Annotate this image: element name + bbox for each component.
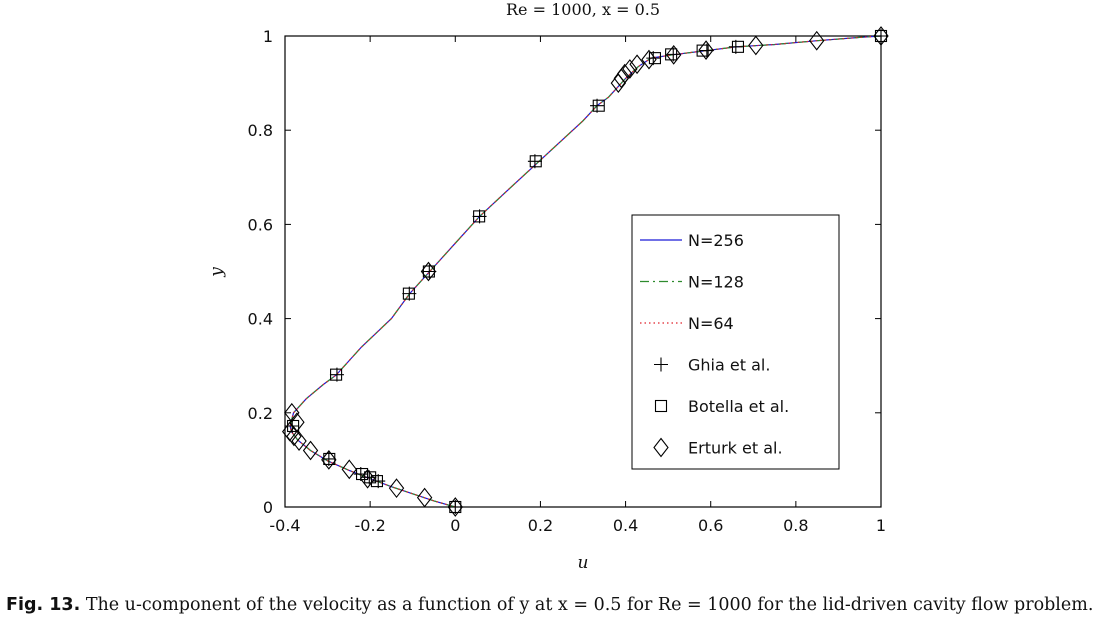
botella-et-al-point: [648, 52, 661, 65]
botella-et-al-point: [422, 265, 435, 278]
erturk-et-al-point: [302, 440, 319, 461]
y-axis-label: y: [207, 267, 227, 278]
y-tick-label: 0: [263, 498, 273, 517]
y-tick-label: 0.8: [248, 121, 273, 140]
ghia-et-al-point: [699, 43, 714, 58]
x-tick-label: -0.4: [269, 516, 300, 535]
erturk-et-al-point: [291, 431, 307, 451]
erturk-et-al-point: [610, 73, 627, 93]
series-line-n-64: [289, 35, 882, 508]
botella-et-al-point: [473, 210, 486, 223]
y-tick-label: 0.2: [248, 404, 273, 423]
legend-marker: [654, 399, 668, 413]
x-tick-label: 0.2: [528, 516, 553, 535]
y-tick-label: 1: [263, 27, 273, 46]
legend-label: N=64: [688, 314, 734, 333]
erturk-et-al-point: [388, 478, 405, 499]
erturk-et-al-point: [748, 35, 764, 56]
x-tick-label: 0.8: [783, 516, 808, 535]
y-tick-label: 0.4: [248, 310, 273, 329]
erturk-et-al-point: [629, 54, 645, 75]
legend-label: Botella et al.: [688, 397, 789, 416]
botella-et-al-point: [529, 155, 542, 168]
erturk-et-al-point: [284, 402, 300, 423]
botella-et-al-point: [449, 500, 462, 514]
x-axis-label: u: [578, 553, 589, 573]
erturk-et-al-point: [416, 487, 433, 508]
botella-et-al-point: [592, 99, 605, 112]
botella-et-al-point: [364, 471, 377, 484]
erturk-et-al-point: [665, 44, 682, 65]
legend-label: Erturk et al.: [688, 439, 783, 458]
ghia-et-al-point: [666, 47, 681, 62]
legend-label: N=128: [688, 273, 744, 292]
botella-et-al-point: [370, 475, 384, 488]
x-tick-label: 0.6: [698, 516, 723, 535]
figure-caption: Fig. 13. The u-component of the velocity…: [6, 595, 1106, 615]
botella-et-al-point: [731, 40, 745, 53]
legend-label: Ghia et al.: [688, 356, 770, 375]
botella-et-al-point: [874, 29, 888, 43]
markers-group: [281, 26, 889, 517]
axes: -0.4 -0.2 0 0.2 0.4 0.6 0.8 1 0 0.2 0.4 0.6 0.8 1: [248, 27, 887, 535]
chart: Re = 1000, x = 0.5 -0.4 -0.2 0 0.2 0.4 0.6 0.8…: [207, 0, 889, 573]
legend-marker: [654, 357, 668, 372]
erturk-et-al-point: [420, 261, 437, 282]
erturk-et-al-point: [698, 40, 714, 61]
erturk-et-al-point: [641, 49, 657, 70]
x-tick-label: 0.4: [613, 516, 638, 535]
legend: N=256 N=128 N=64 Ghia et al. Botella et al. E…: [631, 214, 840, 470]
ghia-et-al-point: [448, 500, 463, 514]
ghia-et-al-point: [590, 98, 605, 113]
chart-title: Re = 1000, x = 0.5: [506, 0, 660, 19]
caption-label: Fig. 13.: [6, 595, 81, 615]
erturk-et-al-point: [447, 497, 463, 517]
x-tick-label: 0: [450, 516, 460, 535]
caption-text: The u-component of the velocity as a fun…: [85, 595, 1094, 615]
legend-marker: [653, 437, 669, 458]
erturk-et-al-point: [321, 450, 337, 470]
erturk-et-al-point: [873, 26, 889, 46]
legend-label: N=256: [688, 231, 744, 250]
erturk-et-al-point: [341, 459, 357, 480]
x-tick-label: 1: [876, 516, 886, 535]
legend-box: [631, 214, 840, 470]
botella-et-al-point: [356, 467, 369, 481]
erturk-et-al-point: [359, 468, 376, 489]
botella-et-al-point: [402, 287, 415, 300]
x-tick-label: -0.2: [355, 516, 386, 535]
botella-et-al-point: [330, 368, 343, 381]
erturk-et-al-point: [809, 30, 825, 51]
y-tick-label: 0.6: [248, 215, 273, 234]
ghia-et-al-point: [874, 29, 888, 43]
ghia-et-al-point: [728, 39, 743, 54]
